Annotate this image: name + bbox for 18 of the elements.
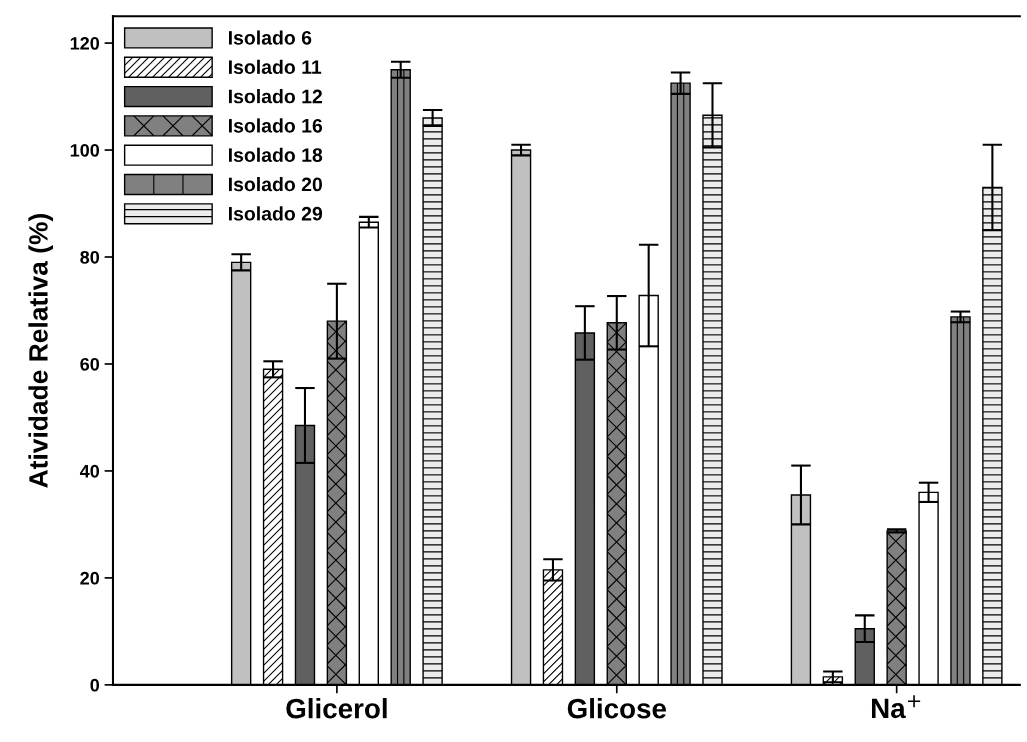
legend-label: Isolado 18 [228, 147, 323, 162]
x-tick-label: Na$^{+}$ [871, 695, 921, 719]
legend-label: Isolado 6 [228, 30, 312, 45]
x-tick-label: Glicerol [286, 698, 387, 719]
y-tick-label: 0 [90, 678, 100, 692]
y-tick-label: 20 [80, 571, 100, 585]
legend-label: Isolado 11 [228, 59, 322, 75]
legend-label: Isolado 29 [228, 206, 323, 221]
legend-label: Isolado 20 [228, 176, 322, 192]
y-axis-title: Atividade Relativa (%) [28, 214, 53, 488]
y-tick-label: 60 [80, 357, 100, 371]
legend-label: Isolado 12 [228, 89, 323, 104]
y-tick-label: 100 [70, 143, 100, 157]
y-tick-label: 80 [80, 250, 100, 264]
y-tick-label: 40 [79, 464, 100, 478]
x-tick-label: Glicose [567, 698, 666, 719]
legend-label: Isolado 16 [228, 118, 323, 133]
y-tick-label: 120 [70, 37, 100, 50]
